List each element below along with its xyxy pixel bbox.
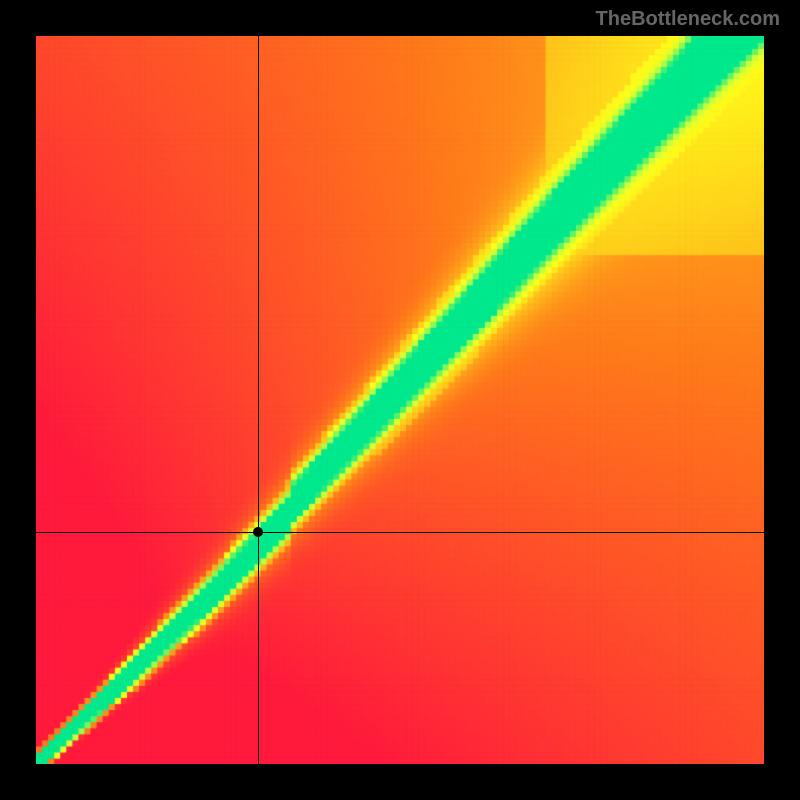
crosshair-horizontal bbox=[36, 532, 764, 533]
crosshair-vertical bbox=[258, 36, 259, 764]
heatmap-canvas bbox=[36, 36, 764, 764]
watermark-text: TheBottleneck.com bbox=[596, 8, 780, 31]
heatmap-plot-area bbox=[36, 36, 764, 764]
data-point-marker bbox=[253, 527, 263, 537]
